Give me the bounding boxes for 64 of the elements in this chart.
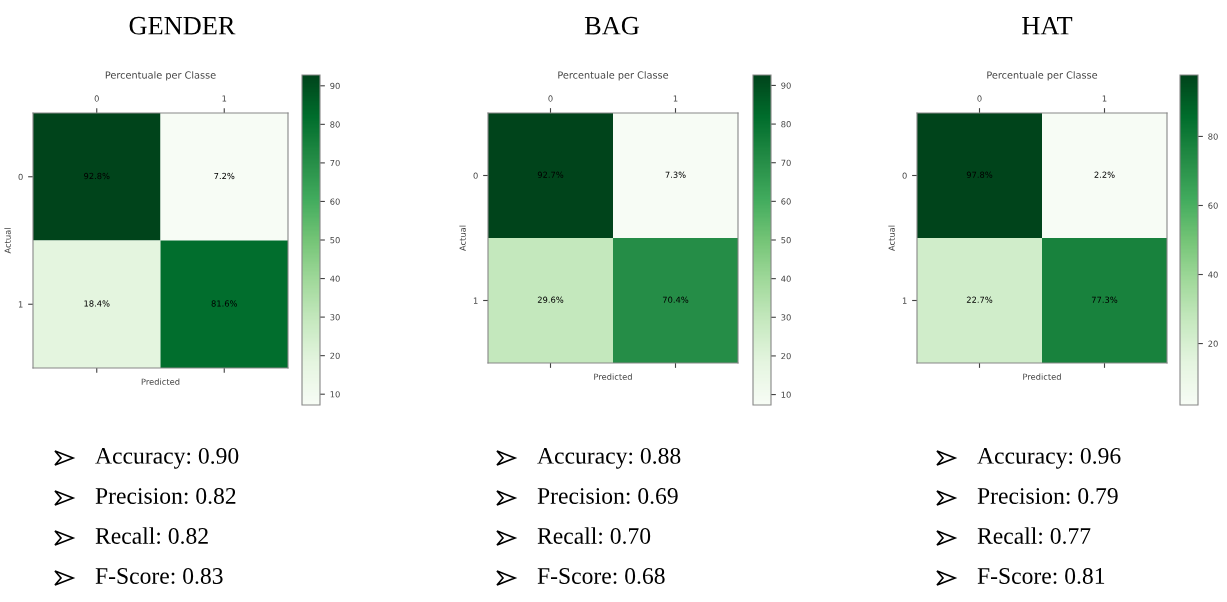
color-bar-label: 20 (1208, 340, 1218, 347)
color-bar-label: 60 (330, 198, 340, 205)
color-bar-label: 70 (781, 159, 791, 166)
chart-title: BAG (584, 16, 640, 35)
color-bar-label: 60 (781, 198, 791, 205)
data-label: 70.4% (662, 296, 689, 303)
x-axis-title: Predicted (141, 378, 180, 385)
x-tick-label: 1 (673, 95, 678, 102)
color-bar-label: 20 (781, 352, 791, 360)
data-label: 2.2% (1094, 171, 1115, 178)
text: Recall: 0.77 (977, 527, 1091, 545)
text: F-Score: 0.68 (537, 567, 665, 585)
text: Accuracy: 0.90 (95, 447, 239, 469)
color-bar-label: 80 (781, 121, 791, 128)
data-label: 92.7% (537, 171, 564, 178)
text: F-Score: 0.83 (95, 567, 223, 585)
text: Recall: 0.70 (537, 527, 651, 545)
color-bar-label: 60 (1208, 202, 1218, 209)
data-label: 81.6% (211, 300, 238, 307)
color-bar-label: 70 (330, 159, 340, 167)
color-bar-label: 30 (330, 314, 340, 321)
color-bar-label: 40 (1208, 271, 1218, 278)
color-bar-label: 40 (781, 275, 791, 282)
color-bar-label: 40 (330, 275, 340, 282)
text: Recall: 0.82 (95, 527, 208, 545)
data-label: 92.8% (84, 172, 110, 180)
chart-subtitle: Percentuale per Classe (105, 71, 216, 81)
y-axis-title: Actual (888, 225, 895, 251)
x-tick-label: 1 (1102, 95, 1107, 102)
data-label: 29.6% (537, 296, 564, 303)
y-axis-title: Actual (459, 225, 466, 251)
color-bar-label: 20 (330, 352, 340, 359)
color-bar-label: 90 (330, 82, 340, 90)
text: Accuracy: 0.88 (537, 447, 681, 469)
chart-subtitle: Percentuale per Classe (987, 71, 1098, 81)
color-bar-label: 10 (330, 391, 340, 398)
text: Precision: 0.82 (95, 487, 236, 505)
color-bar-label: 50 (781, 236, 791, 244)
color-bar-label: 50 (330, 236, 340, 244)
chart-title: GENDER (129, 16, 236, 35)
data-label: 18.4% (84, 300, 110, 307)
chart-subtitle: Percentuale per Classe (558, 71, 669, 81)
x-axis-title: Predicted (594, 373, 632, 380)
data-label: 7.2% (214, 172, 235, 180)
chart-title: HAT (1022, 16, 1073, 35)
x-tick-label: 0 (977, 95, 982, 102)
color-bar-label: 30 (781, 314, 791, 321)
x-tick-label: 0 (94, 95, 99, 102)
text: Precision: 0.79 (977, 487, 1118, 505)
text: Precision: 0.69 (537, 487, 678, 505)
x-tick-label: 1 (222, 95, 227, 102)
color-bar-label: 80 (330, 121, 340, 128)
color-bar-label: 10 (781, 391, 791, 398)
color-bar-label: 80 (1208, 133, 1218, 140)
text: Accuracy: 0.96 (977, 447, 1121, 469)
data-label: 97.8% (966, 171, 993, 178)
data-label: 77.3% (1091, 296, 1118, 303)
y-axis-title: Actual (4, 228, 11, 254)
x-axis-title: Predicted (1023, 373, 1061, 380)
data-label: 22.7% (966, 296, 993, 303)
data-label: 7.3% (665, 171, 686, 178)
text: F-Score: 0.81 (977, 567, 1105, 585)
x-tick-label: 0 (548, 95, 553, 102)
color-bar-label: 90 (781, 82, 791, 89)
